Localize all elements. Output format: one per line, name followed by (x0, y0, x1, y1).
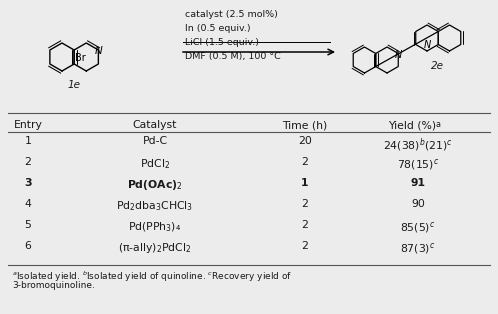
Text: In (0.5 equiv.): In (0.5 equiv.) (185, 24, 250, 33)
Text: 2: 2 (302, 199, 308, 209)
Text: 1: 1 (24, 136, 31, 146)
Text: 2: 2 (302, 241, 308, 251)
Text: 24(38)$^{b}$(21)$^{c}$: 24(38)$^{b}$(21)$^{c}$ (383, 136, 453, 154)
Text: DMF (0.5 M), 100 °C: DMF (0.5 M), 100 °C (185, 52, 281, 61)
Text: Time (h): Time (h) (282, 120, 328, 130)
Text: 1: 1 (301, 178, 309, 188)
Text: Pd-C: Pd-C (142, 136, 167, 146)
Text: Pd(PPh$_{3}$)₄: Pd(PPh$_{3}$)₄ (128, 220, 182, 234)
Text: 2: 2 (302, 157, 308, 167)
Text: 2: 2 (302, 220, 308, 230)
Text: Pd(OAc)$_{2}$: Pd(OAc)$_{2}$ (127, 178, 183, 192)
Text: Pd$_{2}$dba$_{3}$CHCl$_{3}$: Pd$_{2}$dba$_{3}$CHCl$_{3}$ (117, 199, 194, 213)
Text: 85(5)$^{c}$: 85(5)$^{c}$ (400, 220, 436, 235)
Text: 2e: 2e (430, 61, 444, 71)
Text: 90: 90 (411, 199, 425, 209)
Text: 20: 20 (298, 136, 312, 146)
Text: 91: 91 (410, 178, 425, 188)
Text: catalyst (2.5 mol%): catalyst (2.5 mol%) (185, 10, 278, 19)
Text: 5: 5 (24, 220, 31, 230)
Text: Yield (%): Yield (%) (388, 120, 436, 130)
Text: $^{a}$Isolated yield. $^{b}$Isolated yield of quinoline. $^{c}$Recovery yield of: $^{a}$Isolated yield. $^{b}$Isolated yie… (12, 270, 292, 284)
Text: 87(3)$^{c}$: 87(3)$^{c}$ (400, 241, 436, 256)
Text: N: N (423, 40, 431, 50)
Text: 2: 2 (24, 157, 31, 167)
Text: 6: 6 (24, 241, 31, 251)
Text: Br: Br (75, 53, 86, 63)
Text: 78(15)$^{c}$: 78(15)$^{c}$ (397, 157, 439, 172)
Text: N: N (95, 46, 102, 56)
Text: (π-ally)$_{2}$PdCl$_{2}$: (π-ally)$_{2}$PdCl$_{2}$ (118, 241, 192, 255)
Text: 3-bromoquinoline.: 3-bromoquinoline. (12, 281, 95, 290)
Text: 1e: 1e (68, 80, 81, 90)
Text: Entry: Entry (13, 120, 42, 130)
Text: PdCl$_{2}$: PdCl$_{2}$ (140, 157, 170, 171)
Text: Catalyst: Catalyst (133, 120, 177, 130)
Text: N: N (394, 50, 402, 59)
Text: 4: 4 (24, 199, 31, 209)
Text: LiCl (1.5 equiv.): LiCl (1.5 equiv.) (185, 38, 259, 47)
Text: 3: 3 (24, 178, 32, 188)
Text: a: a (436, 120, 441, 129)
